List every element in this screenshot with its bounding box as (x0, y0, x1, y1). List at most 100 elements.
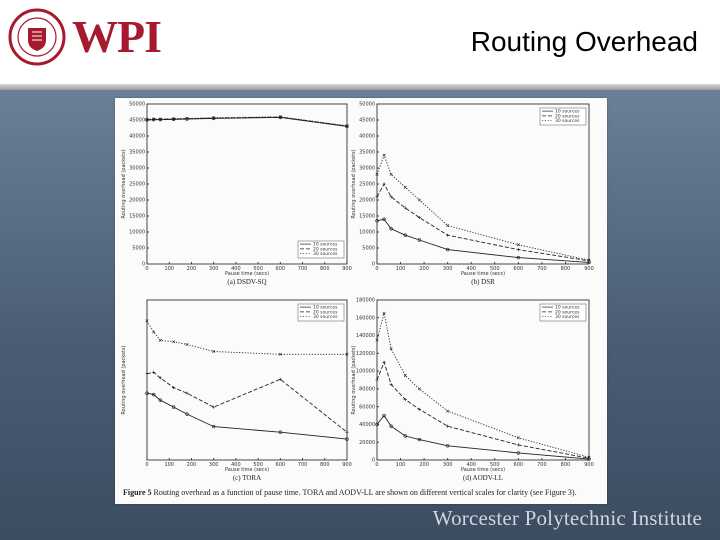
subplot-caption: (b) DSR (471, 278, 495, 286)
x-tick-label: 400 (231, 266, 241, 272)
data-point (389, 382, 393, 387)
y-tick-label: 35000 (359, 150, 375, 156)
data-point (345, 352, 349, 356)
data-point (403, 397, 407, 402)
slide-title: Routing Overhead (470, 26, 698, 57)
data-point (382, 153, 386, 157)
y-tick-label: 25000 (359, 182, 375, 188)
x-tick-label: 900 (584, 266, 594, 272)
legend-label: 10 sources (555, 305, 580, 311)
series-line-0 (376, 218, 590, 263)
x-tick-label: 100 (164, 462, 174, 468)
data-point (417, 238, 422, 242)
y-tick-label: 40000 (359, 422, 375, 428)
data-point (516, 255, 521, 260)
y-axis-label: Routing overhead (packets) (351, 149, 357, 218)
y-tick-label: 15000 (359, 214, 375, 220)
x-tick-label: 900 (342, 266, 352, 272)
y-axis-label: Routing overhead (packets) (121, 345, 127, 414)
series-line-2 (376, 313, 590, 458)
series-line-2 (146, 320, 347, 355)
data-point (158, 117, 162, 121)
wpi-logo: WPI (8, 8, 162, 72)
data-point (152, 117, 156, 121)
plot-frame (376, 103, 590, 265)
y-tick-label: 30000 (129, 166, 145, 172)
chart-panel-0: 0 100 200 300 400 500 600 700 800 900 0 5000 10000 15… (121, 102, 352, 286)
x-tick-label: 200 (419, 266, 429, 272)
data-point (345, 430, 349, 434)
x-tick-label: 0 (375, 266, 378, 272)
series-line-1 (376, 183, 590, 262)
data-point (445, 444, 450, 448)
x-tick-label: 300 (209, 462, 219, 468)
data-point (445, 247, 450, 252)
y-tick-label: 160000 (356, 315, 375, 321)
x-tick-label: 500 (490, 266, 500, 272)
data-point (375, 338, 379, 342)
data-point (375, 219, 379, 223)
y-tick-label: 0 (372, 262, 375, 268)
data-point (278, 115, 282, 119)
data-point (345, 124, 349, 128)
data-point (382, 182, 386, 186)
series-line-1 (146, 371, 348, 433)
x-axis-label: Pause time (secs) (225, 467, 269, 473)
data-point (278, 377, 282, 381)
data-point (382, 217, 386, 221)
y-tick-label: 35000 (129, 150, 145, 156)
data-point (278, 352, 282, 356)
y-tick-label: 20000 (359, 198, 375, 204)
data-point (158, 338, 162, 342)
slide-header: WPI Routing Overhead (0, 0, 720, 90)
x-axis-label: Pause time (secs) (461, 467, 505, 473)
x-tick-label: 600 (276, 266, 286, 272)
x-tick-label: 800 (320, 462, 330, 468)
x-tick-label: 600 (514, 462, 524, 468)
chart-panel-1: 0 100 200 300 400 500 600 700 800 900 0 5000 10000 15… (351, 102, 594, 286)
series-line-1 (376, 360, 590, 459)
data-point (417, 216, 421, 220)
data-point (145, 391, 149, 395)
y-axis-label: Routing overhead (packets) (351, 345, 357, 414)
series-line-1 (146, 116, 348, 127)
x-tick-label: 200 (187, 462, 197, 468)
x-tick-label: 400 (231, 462, 241, 468)
data-point (389, 227, 393, 231)
data-point (145, 319, 149, 323)
y-tick-label: 5000 (132, 246, 145, 252)
y-tick-label: 50000 (129, 102, 145, 108)
seal-icon (8, 8, 66, 66)
data-point (185, 343, 189, 347)
data-point (403, 233, 407, 237)
data-point (152, 370, 156, 374)
x-tick-label: 700 (537, 266, 547, 272)
x-tick-label: 500 (253, 462, 263, 468)
x-tick-label: 0 (145, 266, 148, 272)
y-tick-label: 80000 (359, 386, 375, 392)
data-point (185, 116, 189, 120)
data-point (389, 424, 393, 428)
data-point (212, 116, 216, 120)
figure-caption-text: Routing overhead as a function of pause … (153, 488, 577, 497)
x-tick-label: 800 (561, 462, 571, 468)
data-point (516, 248, 520, 252)
x-tick-label: 700 (298, 462, 308, 468)
y-tick-label: 5000 (362, 246, 375, 252)
y-tick-label: 60000 (359, 404, 375, 410)
x-tick-label: 800 (320, 266, 330, 272)
data-point (389, 172, 393, 176)
x-tick-label: 800 (561, 266, 571, 272)
data-point (158, 376, 162, 380)
header-divider (0, 84, 720, 90)
data-point (403, 206, 407, 210)
data-point (587, 259, 591, 263)
data-point (345, 437, 349, 441)
data-point (446, 224, 450, 228)
series-line-0 (146, 392, 348, 440)
x-tick-label: 100 (396, 462, 406, 468)
data-point (278, 430, 283, 434)
y-axis-label: Routing overhead (packets) (121, 149, 127, 218)
data-point (382, 413, 386, 418)
y-tick-label: 180000 (356, 298, 375, 304)
